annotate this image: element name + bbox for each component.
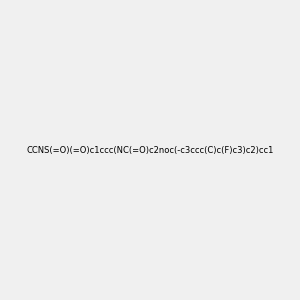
Text: CCNS(=O)(=O)c1ccc(NC(=O)c2noc(-c3ccc(C)c(F)c3)c2)cc1: CCNS(=O)(=O)c1ccc(NC(=O)c2noc(-c3ccc(C)c… bbox=[26, 146, 274, 154]
